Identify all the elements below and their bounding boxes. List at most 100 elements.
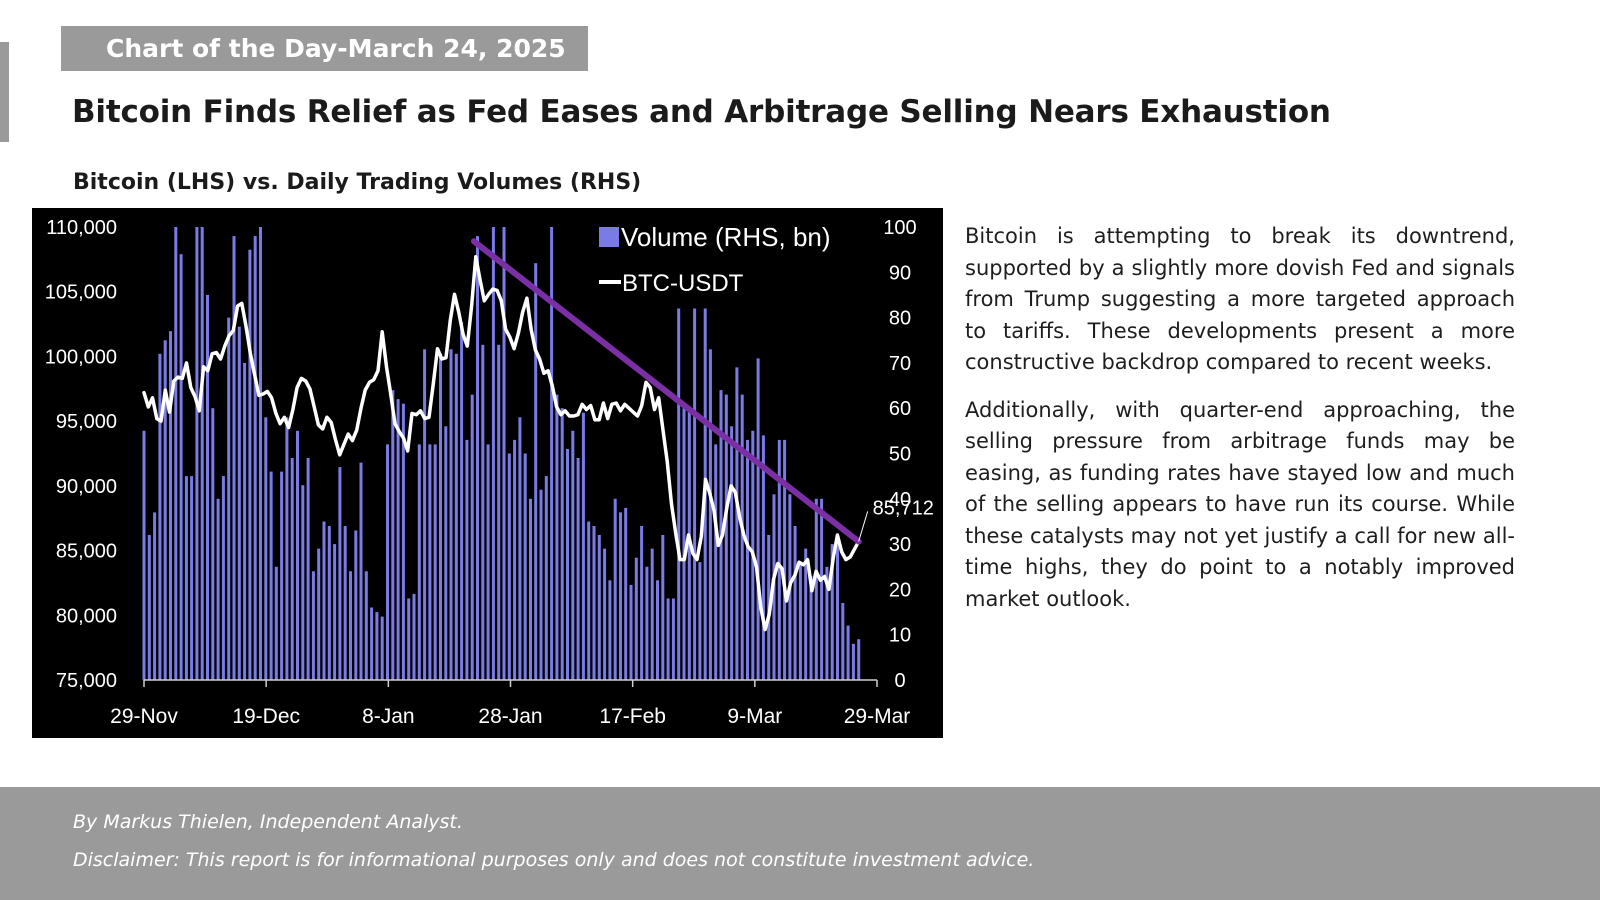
disclaimer: Disclaimer: This report is for informati…: [73, 849, 1035, 871]
volume-bar: [428, 444, 432, 680]
volume-bar: [184, 476, 188, 680]
volume-bar: [169, 331, 172, 680]
volume-bar: [327, 526, 331, 680]
volume-bar: [407, 598, 411, 680]
right-axis-label: 10: [889, 625, 911, 647]
volume-bar: [820, 498, 824, 680]
volume-bar: [370, 607, 374, 680]
volume-bar: [306, 458, 310, 680]
volume-bar: [444, 426, 448, 680]
volume-bar: [211, 408, 215, 680]
volume-bar: [359, 462, 363, 680]
volume-bar: [465, 439, 469, 680]
commentary-paragraph: Additionally, with quarter-end approachi…: [965, 397, 1515, 611]
volume-bar: [349, 571, 352, 680]
volume-bar: [783, 439, 787, 680]
volume-bar: [851, 643, 855, 680]
left-axis-label: 85,000: [56, 541, 117, 563]
volume-bar: [661, 535, 665, 680]
chart-title: Bitcoin (LHS) vs. Daily Trading Volumes …: [73, 170, 642, 195]
volume-bar: [566, 449, 569, 680]
volume-bar: [375, 612, 379, 680]
volume-bar: [322, 521, 326, 680]
x-tick-label: 17-Feb: [599, 705, 666, 728]
volume-bar: [364, 571, 368, 680]
volume-bar: [216, 498, 220, 680]
right-axis-label: 100: [883, 217, 916, 239]
right-axis-label: 80: [889, 308, 911, 330]
volume-bar: [285, 417, 289, 680]
volume-bar: [560, 408, 564, 680]
volume-bar: [237, 326, 241, 680]
left-axis-label: 90,000: [56, 476, 117, 498]
volume-bar: [200, 227, 204, 680]
volume-bar: [830, 544, 834, 680]
right-axis-label: 20: [889, 579, 911, 601]
volume-bar: [746, 439, 749, 680]
volume-bar: [232, 236, 236, 680]
left-axis-label: 95,000: [56, 411, 117, 433]
chart-panel: 29-Nov 19-Dec 8-Jan 28-Jan 17-Feb 9-Mar 29-Mar…: [32, 208, 943, 738]
left-axis-label: 75,000: [56, 670, 117, 692]
volume-bar: [634, 557, 638, 680]
volume-bar: [486, 444, 490, 680]
volume-bar: [248, 249, 252, 680]
volume-bar: [761, 435, 765, 680]
volume-bar: [396, 399, 400, 680]
volume-bar: [756, 358, 760, 680]
volume-bar: [206, 294, 209, 680]
volume-bar: [656, 580, 659, 680]
right-axis-label: 90: [889, 262, 911, 284]
volume-bar: [777, 439, 781, 680]
page-title: Bitcoin Finds Relief as Fed Eases and Ar…: [72, 94, 1331, 130]
volume-bar: [221, 476, 225, 680]
volume-bar: [142, 430, 146, 680]
volume-bar: [555, 394, 559, 680]
volume-bar: [158, 353, 162, 680]
end-label-leader: [858, 511, 869, 542]
volume-bar: [603, 548, 607, 680]
volume-bar: [581, 412, 585, 680]
left-axis-label: 100,000: [45, 346, 117, 368]
legend-volume-label: Volume (RHS, bn): [621, 222, 831, 252]
volume-bar: [836, 539, 839, 680]
volume-bar: [491, 227, 495, 680]
volume-bar: [571, 430, 575, 680]
x-tick-label: 9-Mar: [727, 705, 782, 728]
volume-bar: [534, 263, 538, 680]
volume-bar: [333, 544, 337, 680]
volume-bar: [253, 236, 257, 680]
volume-bar: [507, 453, 511, 680]
volume-bar: [153, 512, 157, 680]
volume-bar: [439, 353, 442, 680]
volume-bar: [539, 489, 543, 680]
commentary-paragraph: Bitcoin is attempting to break its downt…: [965, 224, 1515, 374]
volume-bar: [195, 227, 199, 680]
x-tick-label: 29-Nov: [110, 705, 178, 728]
byline: By Markus Thielen, Independent Analyst.: [73, 811, 463, 833]
volume-bar: [502, 227, 506, 680]
volume-bar: [497, 344, 501, 680]
footer: By Markus Thielen, Independent Analyst. …: [0, 787, 1600, 900]
volume-bar: [629, 584, 633, 680]
volume-bar: [798, 562, 802, 680]
volume-bar: [338, 467, 342, 680]
volume-bar: [793, 526, 797, 680]
volume-bar: [513, 439, 517, 680]
legend-btc-label: BTC-USDT: [622, 270, 744, 297]
volume-bar: [645, 566, 649, 681]
right-axis-label: 40: [889, 489, 911, 511]
x-tick-label: 28-Jan: [478, 705, 542, 728]
left-axis-label: 105,000: [45, 282, 117, 304]
volume-bar: [592, 526, 596, 680]
volume-bar: [243, 362, 247, 680]
x-tick-label: 8-Jan: [362, 705, 415, 728]
volume-bar: [423, 349, 427, 680]
commentary: Bitcoin is attempting to break its downt…: [965, 221, 1515, 631]
volume-bar: [174, 227, 178, 680]
volume-bar: [460, 322, 464, 680]
volume-bar: [163, 340, 167, 681]
volume-bar: [343, 526, 347, 680]
volume-bar: [259, 227, 262, 680]
volume-bar: [417, 444, 421, 680]
